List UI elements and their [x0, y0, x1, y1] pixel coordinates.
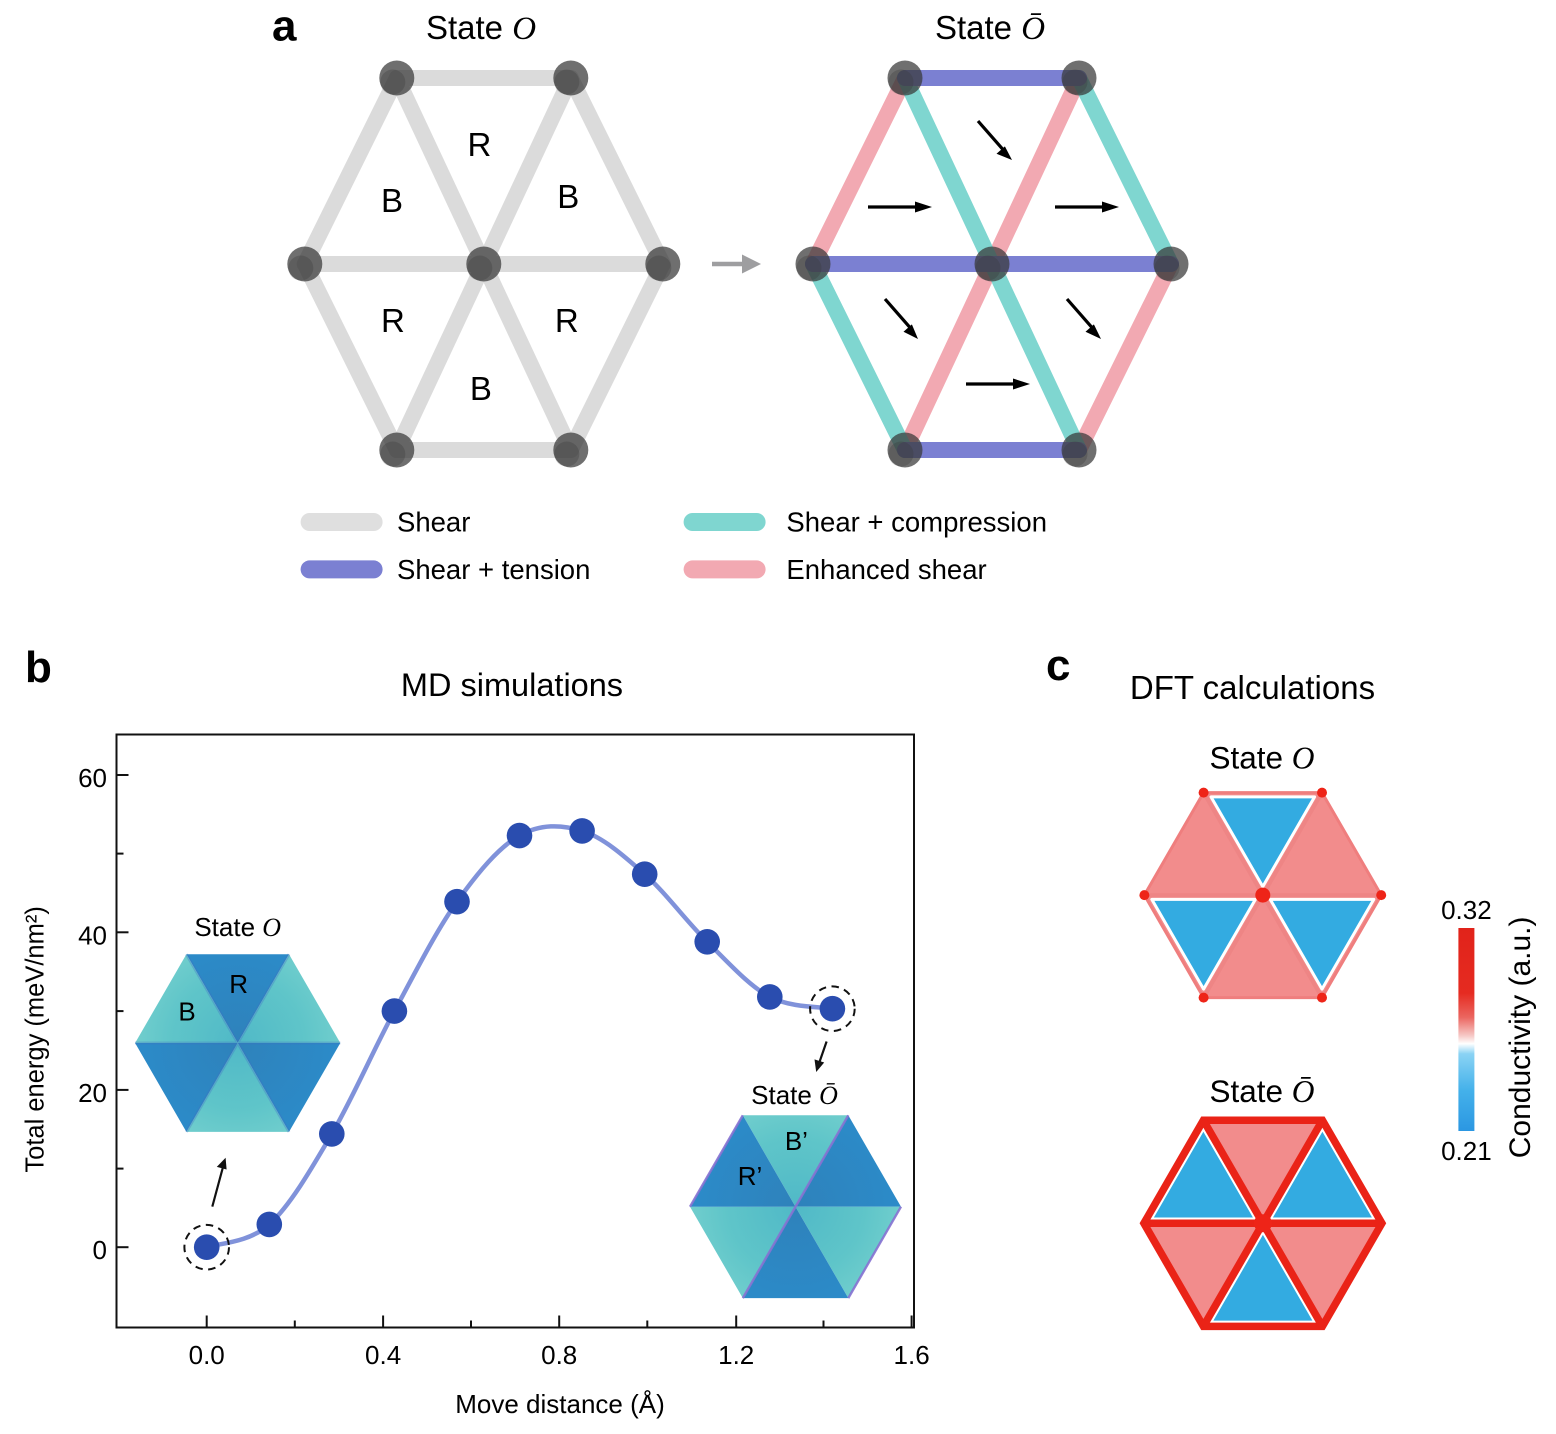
svg-text:R: R — [555, 302, 579, 339]
svg-text:DFT calculations: DFT calculations — [1130, 669, 1375, 706]
svg-text:40: 40 — [78, 920, 107, 950]
svg-text:Conductivity (a.u.): Conductivity (a.u.) — [1504, 917, 1537, 1159]
svg-text:60: 60 — [78, 763, 107, 793]
svg-text:0: 0 — [93, 1235, 107, 1265]
svg-text:Shear + tension: Shear + tension — [397, 554, 590, 585]
svg-text:1.6: 1.6 — [894, 1340, 930, 1370]
svg-text:R: R — [229, 969, 248, 999]
svg-text:a: a — [272, 2, 297, 51]
svg-text:20: 20 — [78, 1078, 107, 1108]
svg-text:State Ō: State Ō — [935, 9, 1045, 47]
svg-text:Enhanced shear: Enhanced shear — [786, 554, 986, 585]
svg-text:State O: State O — [194, 912, 281, 942]
svg-text:0.8: 0.8 — [541, 1340, 577, 1370]
svg-text:c: c — [1046, 641, 1070, 690]
svg-text:State Ō: State Ō — [1209, 1073, 1314, 1109]
svg-text:Shear: Shear — [397, 507, 470, 538]
svg-text:State Ō: State Ō — [751, 1080, 838, 1110]
svg-text:B’: B’ — [785, 1126, 808, 1156]
svg-text:B: B — [381, 182, 403, 219]
svg-text:R’: R’ — [738, 1161, 763, 1191]
svg-text:1.2: 1.2 — [718, 1340, 754, 1370]
svg-text:R: R — [467, 126, 491, 163]
svg-text:0.21: 0.21 — [1441, 1136, 1492, 1166]
svg-text:b: b — [25, 643, 52, 692]
svg-text:State O: State O — [426, 9, 536, 47]
svg-text:0.0: 0.0 — [189, 1340, 225, 1370]
svg-text:B: B — [178, 997, 195, 1027]
svg-text:B: B — [557, 178, 579, 215]
svg-text:MD simulations: MD simulations — [401, 667, 623, 703]
svg-text:Shear + compression: Shear + compression — [786, 507, 1047, 538]
svg-text:B: B — [470, 370, 492, 407]
svg-text:Total energy (meV/nm²): Total energy (meV/nm²) — [22, 906, 50, 1172]
svg-text:0.4: 0.4 — [365, 1340, 401, 1370]
svg-text:Move distance (Å): Move distance (Å) — [455, 1389, 665, 1419]
svg-text:R: R — [381, 302, 405, 339]
svg-text:State O: State O — [1209, 740, 1314, 776]
svg-text:0.32: 0.32 — [1441, 895, 1492, 925]
